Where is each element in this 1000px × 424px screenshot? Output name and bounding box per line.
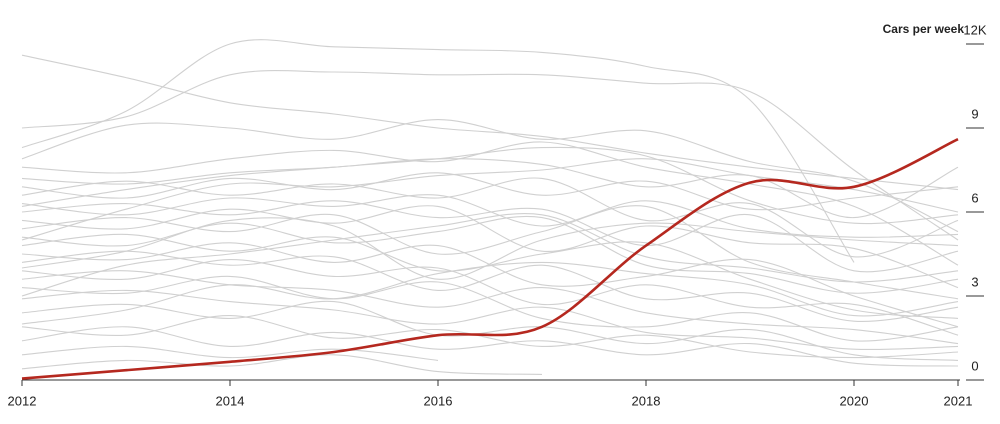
line <box>21 205 959 300</box>
line <box>21 177 959 258</box>
x-tick-label: 2016 <box>424 393 453 408</box>
y-tick-label: 9 <box>971 106 978 121</box>
line <box>21 158 959 241</box>
line <box>21 70 959 241</box>
y-tick-label: 6 <box>971 190 978 205</box>
highlight-line <box>21 138 959 380</box>
y-tick-label: 0 <box>971 358 978 373</box>
line <box>21 141 959 266</box>
line <box>21 172 959 211</box>
line <box>21 326 959 367</box>
x-tick-label: 2020 <box>840 393 869 408</box>
line <box>21 354 543 375</box>
line <box>21 158 959 219</box>
line <box>21 194 959 238</box>
x-tick-label: 2012 <box>8 393 37 408</box>
x-tick-label: 2021 <box>944 393 973 408</box>
line <box>21 345 439 361</box>
line <box>21 300 959 361</box>
line <box>21 275 959 342</box>
line <box>21 261 959 325</box>
line <box>21 213 959 297</box>
line <box>21 217 959 280</box>
line <box>21 259 959 336</box>
line <box>21 146 959 225</box>
line <box>21 315 959 359</box>
x-tick-label: 2014 <box>216 393 245 408</box>
line <box>21 39 855 263</box>
y-tick-label: 3 <box>971 274 978 289</box>
y-tick-label: 12K <box>963 22 986 37</box>
line <box>21 289 959 351</box>
x-tick-label: 2018 <box>632 393 661 408</box>
line <box>21 250 959 323</box>
line <box>21 119 959 233</box>
line <box>21 215 959 294</box>
line <box>21 205 959 289</box>
line <box>21 242 959 328</box>
y-axis-label: Cars per week <box>883 22 965 36</box>
